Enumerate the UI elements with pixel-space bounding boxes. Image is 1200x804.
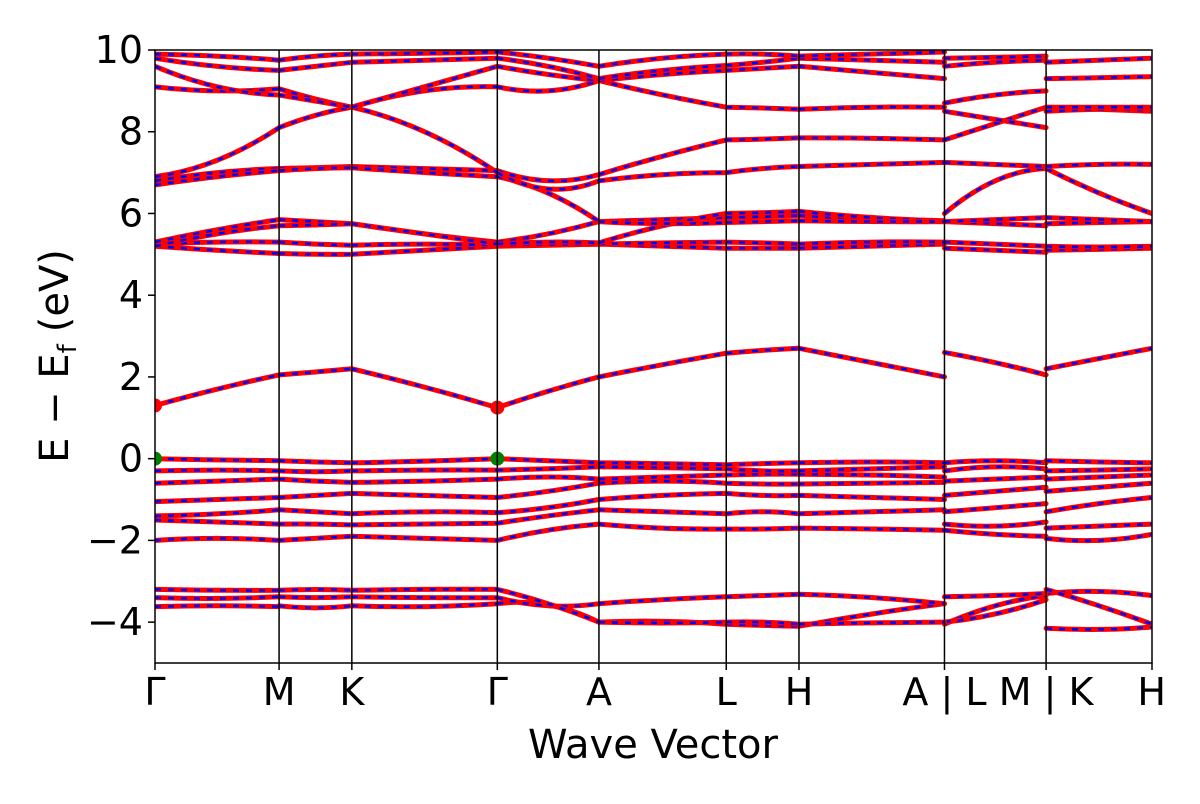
plot-area-background [155,50,1152,663]
bands-group [155,50,1152,633]
y-tick-label-1: −2 [87,518,143,562]
x-tick-label-0: Γ [144,670,165,714]
x-tick-label-1: M [263,670,296,714]
y-tick-label-7: 10 [95,28,143,72]
band-3-spin-down-line [155,522,1152,542]
band-2-spin-down-line [155,588,1152,626]
band-19-spin-down-line [155,65,1152,109]
x-tick-label-3: Γ [487,670,508,714]
plot-frame [154,49,1153,664]
y-tick-label-2: 0 [119,437,143,481]
band-13-spin-down-line [155,214,1152,244]
kpoint-lines [278,50,1047,663]
x-axis-label: Wave Vector [528,722,779,768]
band-9-spin-down-line [155,457,1152,467]
band-8-spin-down-line [155,465,1152,474]
extremum-marker-2 [155,451,162,466]
x-tick-label-5: L [716,670,737,714]
band-0-spin-down-line [155,594,1152,631]
band-4-spin-down-line [155,508,1152,530]
y-axis-label: E − Ef (eV) [32,249,83,463]
band-1-spin-down-line [155,590,1152,624]
y-tick-label-3: 2 [119,355,143,399]
band-5-spin-down-line [155,492,1152,518]
x-tick-label-6: H [785,670,814,714]
band-12-spin-down-line [155,240,1152,249]
y-axis-label-main: E − E [32,353,78,463]
band-10-spin-down-line [155,347,1152,409]
x-tick-label-8: M | K [999,670,1095,715]
y-axis-label-unit: (eV) [32,249,78,332]
x-tick-label-2: K [339,670,365,714]
band-7-spin-down-line [155,472,1152,485]
x-tick-label-7: A | L [902,670,986,715]
y-axis-ticks: −4 −2 0 2 4 6 8 10 [87,28,155,644]
y-tick-label-4: 4 [119,273,143,317]
band-17-spin-down-line [155,105,1152,191]
band-21-spin-down-line [155,50,1152,68]
x-tick-label-9: H [1137,670,1166,714]
extremum-marker-0 [155,398,162,413]
band-16-spin-down-line [155,166,1152,226]
band-6-spin-down-line [155,479,1152,503]
x-tick-label-4: A [586,670,612,714]
y-tick-label-0: −4 [87,600,143,644]
y-tick-label-5: 6 [119,191,143,235]
y-tick-label-6: 8 [119,110,143,154]
y-axis-label-subscript: f [53,343,83,353]
band-20-spin-down-line [155,56,1152,80]
